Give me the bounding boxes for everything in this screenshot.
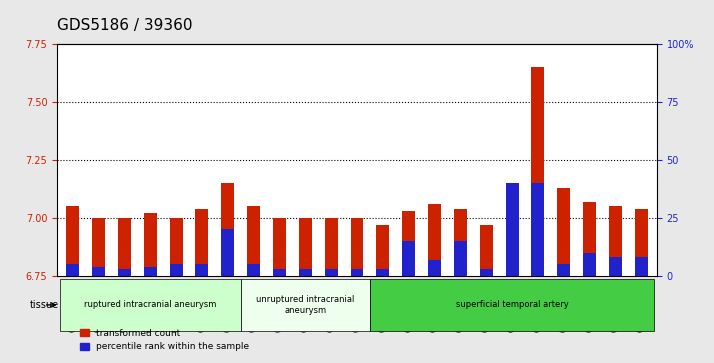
Bar — [531, 183, 544, 276]
Bar — [325, 269, 338, 276]
Bar — [66, 206, 79, 276]
Bar — [273, 269, 286, 276]
Bar — [196, 264, 208, 276]
Bar — [66, 264, 79, 276]
Bar — [480, 225, 493, 276]
FancyBboxPatch shape — [241, 279, 370, 331]
Bar — [402, 211, 415, 276]
FancyBboxPatch shape — [60, 279, 241, 331]
Bar — [221, 229, 234, 276]
Bar — [325, 218, 338, 276]
Bar — [196, 208, 208, 276]
Bar — [428, 204, 441, 276]
Bar — [558, 264, 570, 276]
Bar — [506, 213, 518, 276]
Bar — [609, 257, 622, 276]
Bar — [247, 264, 260, 276]
Bar — [376, 225, 389, 276]
Bar — [247, 206, 260, 276]
Text: tissue: tissue — [29, 300, 59, 310]
Bar — [635, 208, 648, 276]
Legend: transformed count, percentile rank within the sample: transformed count, percentile rank withi… — [76, 325, 253, 355]
Bar — [273, 218, 286, 276]
Bar — [92, 266, 105, 276]
Bar — [118, 269, 131, 276]
Bar — [531, 67, 544, 276]
Bar — [480, 269, 493, 276]
Bar — [144, 213, 156, 276]
Bar — [635, 257, 648, 276]
Text: ruptured intracranial aneurysm: ruptured intracranial aneurysm — [84, 301, 216, 309]
Bar — [376, 269, 389, 276]
Bar — [402, 241, 415, 276]
Bar — [351, 218, 363, 276]
Bar — [454, 241, 467, 276]
Bar — [583, 253, 596, 276]
Bar — [144, 266, 156, 276]
Text: GDS5186 / 39360: GDS5186 / 39360 — [57, 18, 193, 33]
Bar — [583, 201, 596, 276]
Text: unruptured intracranial
aneurysm: unruptured intracranial aneurysm — [256, 295, 354, 315]
Bar — [609, 206, 622, 276]
Bar — [170, 218, 183, 276]
Bar — [221, 183, 234, 276]
Bar — [558, 188, 570, 276]
Bar — [351, 269, 363, 276]
Bar — [92, 218, 105, 276]
Bar — [506, 183, 518, 276]
Bar — [299, 269, 312, 276]
Bar — [299, 218, 312, 276]
FancyBboxPatch shape — [370, 279, 654, 331]
Bar — [170, 264, 183, 276]
Text: superficial temporal artery: superficial temporal artery — [456, 301, 568, 309]
Bar — [454, 208, 467, 276]
Bar — [428, 260, 441, 276]
Bar — [118, 218, 131, 276]
